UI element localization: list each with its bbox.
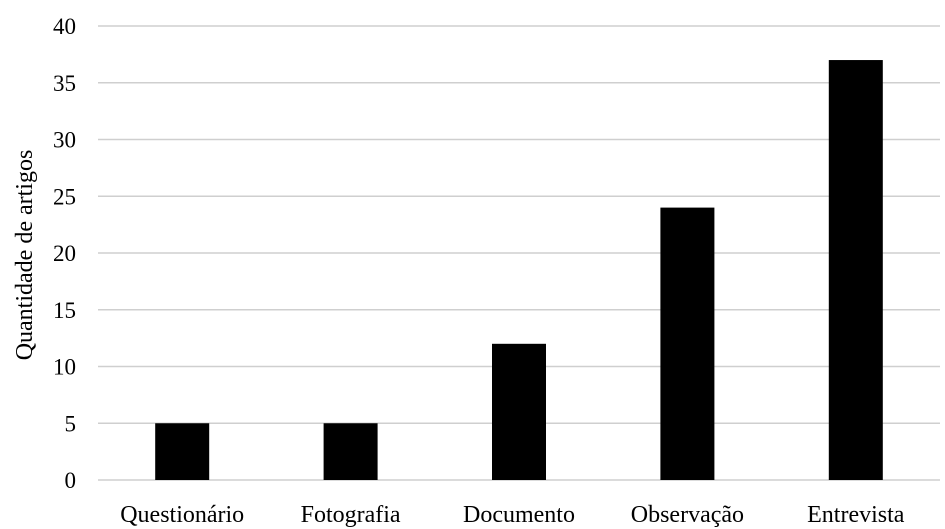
y-tick-label: 40	[53, 14, 76, 39]
bar-5	[828, 60, 883, 481]
y-tick-label: 35	[53, 71, 76, 96]
y-tick-label: 25	[53, 184, 76, 209]
x-category-label: Questionário	[120, 502, 244, 528]
y-tick-label: 0	[65, 468, 77, 493]
x-axis-category-labels: Questionário Fotografia Documento Observaçã…	[120, 502, 905, 528]
y-tick-label: 30	[53, 128, 76, 153]
y-tick-label: 5	[65, 411, 77, 436]
y-tick-label: 20	[53, 241, 76, 266]
bars	[155, 60, 883, 481]
gridlines	[98, 25, 940, 481]
bar-3	[492, 343, 546, 480]
bar-2	[323, 423, 378, 480]
x-category-label: Fotografia	[301, 502, 401, 528]
bar-4	[660, 207, 715, 480]
y-tick-label: 10	[53, 355, 76, 380]
x-category-label: Observação	[631, 502, 744, 528]
y-axis-tick-labels: 0 5 10 15 20 25 30 35 40	[53, 14, 76, 493]
x-category-label: Documento	[463, 502, 575, 528]
y-tick-label: 15	[53, 298, 76, 323]
x-category-label: Entrevista	[807, 502, 905, 528]
bar-1	[155, 423, 210, 480]
y-axis-title: Quantidade de artigos	[12, 150, 38, 361]
